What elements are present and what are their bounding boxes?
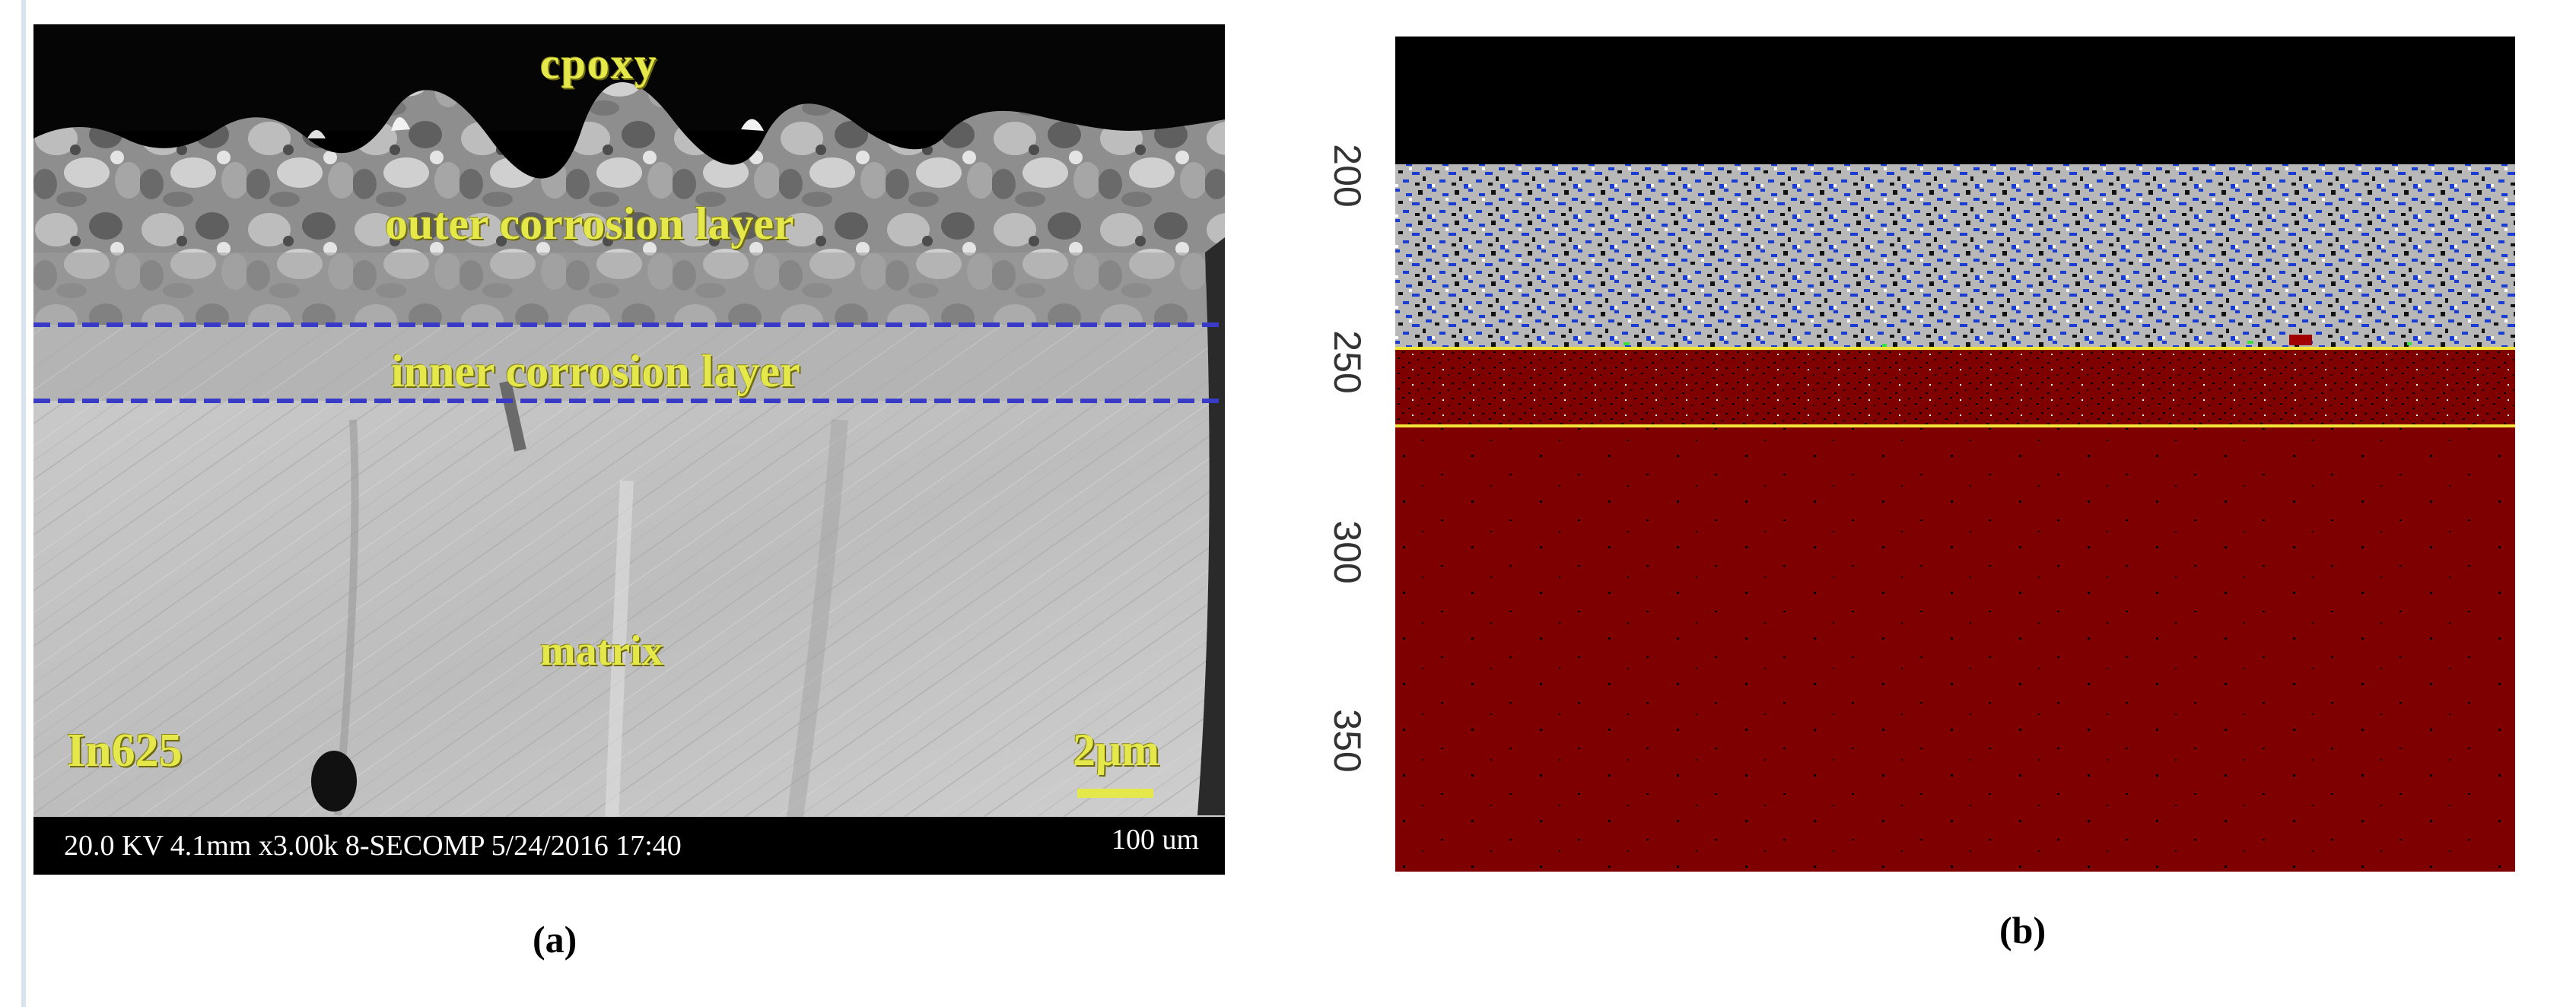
sem-micrograph: cpoxy outer corrosion layer inner corros… — [33, 24, 1225, 875]
matrix-label: matrix — [540, 627, 663, 675]
caption-a: (a) — [533, 918, 577, 961]
inner-corrosion-layer-label: inner corrosion layer — [391, 346, 800, 396]
epoxy-label: cpoxy — [540, 39, 658, 88]
y-tick-label: 300 — [1326, 520, 1369, 584]
phase-map-panel — [1395, 37, 2515, 872]
sem-image — [33, 24, 1225, 827]
field-of-view: 100 um — [1111, 824, 1199, 856]
caption-b: (b) — [1999, 909, 2046, 951]
phase-map — [1395, 37, 2515, 872]
y-tick-label: 250 — [1326, 330, 1369, 394]
alloy-label: In625 — [67, 725, 183, 777]
page-edge-rule — [21, 0, 26, 1007]
scale-bar — [1077, 789, 1153, 798]
sem-info-bar: 20.0 KV 4.1mm x3.00k 8-SECOMP 5/24/2016 … — [33, 817, 1225, 875]
y-tick-label: 350 — [1326, 709, 1369, 773]
outer-corrosion-layer-label: outer corrosion layer — [385, 199, 794, 249]
y-tick-label: 200 — [1326, 144, 1369, 208]
sem-metadata: 20.0 KV 4.1mm x3.00k 8-SECOMP 5/24/2016 … — [64, 830, 682, 862]
scale-bar-label: 2μm — [1073, 725, 1159, 775]
